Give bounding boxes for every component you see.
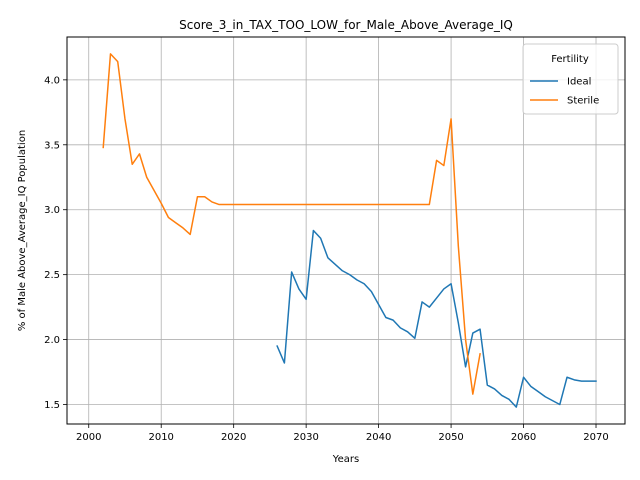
y-tick-label: 1.5 — [44, 400, 60, 411]
legend: Fertility Ideal Sterile — [522, 43, 619, 115]
legend-box — [522, 43, 619, 115]
series-line-sterile — [102, 53, 481, 395]
y-axis-title: % of Male Above_Average_IQ Population — [17, 130, 28, 331]
x-axis-title: Years — [332, 454, 359, 465]
y-tick-label: 3.5 — [44, 140, 60, 151]
x-tick-label: 2050 — [438, 432, 463, 443]
y-axis-ticks: 1.5 2.0 2.5 3.0 3.5 4.0 — [44, 75, 67, 411]
x-tick-label: 2070 — [583, 432, 608, 443]
x-tick-label: 2010 — [148, 432, 173, 443]
plot-frame — [66, 36, 626, 425]
y-tick-label: 2.5 — [44, 270, 60, 281]
x-tick-label: 2060 — [511, 432, 536, 443]
y-tick-label: 3.0 — [44, 205, 60, 216]
x-tick-label: 2000 — [76, 432, 101, 443]
series-lines — [102, 53, 597, 408]
legend-label-sterile: Sterile — [567, 96, 599, 107]
chart-title: Score_3_in_TAX_TOO_LOW_for_Male_Above_Av… — [179, 18, 513, 32]
x-tick-label: 2020 — [221, 432, 246, 443]
x-tick-label: 2030 — [293, 432, 318, 443]
legend-label-ideal: Ideal — [567, 77, 591, 88]
x-tick-label: 2040 — [366, 432, 391, 443]
legend-title: Fertility — [551, 54, 589, 65]
y-tick-label: 2.0 — [44, 335, 60, 346]
y-tick-label: 4.0 — [44, 75, 60, 86]
series-line-ideal — [276, 229, 597, 408]
x-axis-ticks: 2000 2010 2020 2030 2040 2050 2060 2070 — [76, 424, 609, 443]
